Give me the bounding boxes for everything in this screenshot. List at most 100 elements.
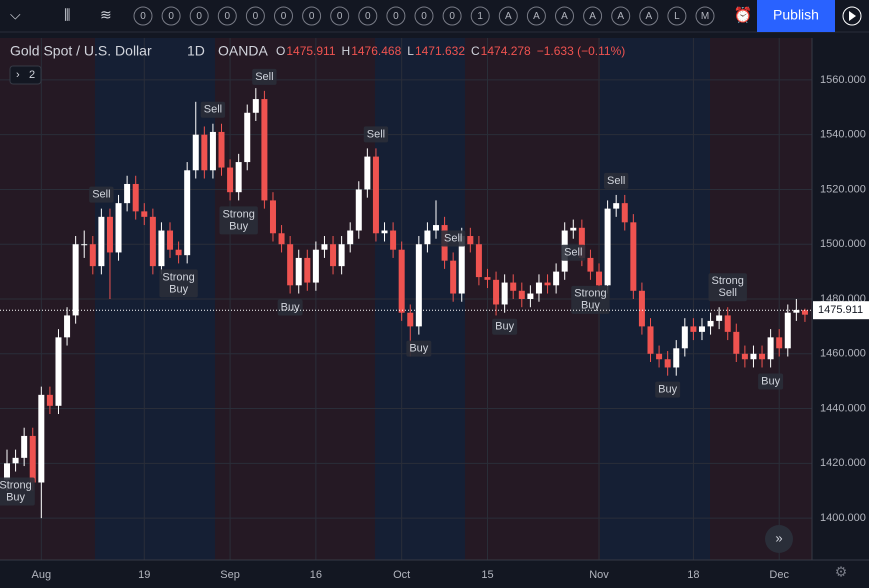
signal-text: Sell <box>204 104 222 116</box>
candle-body <box>613 203 620 209</box>
candle-body <box>475 244 482 278</box>
candle-body <box>278 233 285 245</box>
x-tick-label: 15 <box>481 569 493 581</box>
candle-body <box>398 249 405 313</box>
candle-body <box>467 236 474 245</box>
alert-icon[interactable]: ⏰ <box>734 5 753 24</box>
candle-body <box>578 227 585 258</box>
signal-box <box>363 126 389 143</box>
scroll-button[interactable] <box>765 525 793 553</box>
signal-box <box>561 244 586 261</box>
candle-body <box>347 230 354 245</box>
candle-body <box>158 230 165 267</box>
signal-label: Sell <box>561 244 586 261</box>
signal-box <box>252 68 277 85</box>
collapse-count: 2 <box>29 69 35 81</box>
candle-body <box>184 170 191 256</box>
candle-body <box>209 131 216 171</box>
legend-value: 1471.632 <box>415 44 465 58</box>
settings-icon[interactable]: ⚙ <box>835 564 848 580</box>
toolbar-circle <box>695 6 715 26</box>
toolbar-circle <box>414 6 434 26</box>
x-tick-label: Dec <box>769 569 789 581</box>
play-button[interactable] <box>842 6 862 26</box>
toolbar-button-label[interactable]: A <box>505 11 512 22</box>
toolbar-button-label[interactable]: L <box>674 11 680 22</box>
candle-body <box>527 293 534 299</box>
candle-body <box>741 353 748 360</box>
toolbar-circle <box>555 6 574 26</box>
toolbar-button-label[interactable]: 0 <box>225 11 231 22</box>
signal-label: Buy <box>655 381 681 398</box>
toolbar-button-label[interactable]: 0 <box>253 11 259 22</box>
toolbar-button-label[interactable]: A <box>561 11 568 22</box>
cursor-icon[interactable]: ⌵ <box>10 7 21 23</box>
signal-text: Buy <box>6 491 25 503</box>
toolbar-button-label[interactable]: 0 <box>393 11 399 22</box>
signal-label: Sell <box>440 230 466 247</box>
candle-body <box>647 326 654 354</box>
price-axis <box>812 38 869 560</box>
symbol-title: Gold Spot / U.S. Dollar <box>10 43 152 59</box>
toolbar-button-label[interactable]: 0 <box>449 11 455 22</box>
toolbar-button-label[interactable]: 0 <box>196 11 202 22</box>
toolbar <box>0 0 869 32</box>
signal-text: Sell <box>607 175 625 187</box>
toolbar-button-label[interactable]: A <box>533 11 540 22</box>
candle-body <box>295 257 302 286</box>
x-tick-label: Nov <box>589 569 609 581</box>
candle-body <box>46 394 53 406</box>
candle-body <box>604 208 611 286</box>
compare-icon[interactable]: ≋ <box>100 7 112 23</box>
toolbar-button-label[interactable]: A <box>645 11 652 22</box>
candle-body <box>124 183 131 204</box>
toolbar-button-label[interactable]: 0 <box>168 11 174 22</box>
signal-box <box>655 381 681 398</box>
candle-body <box>673 348 680 368</box>
candle-body <box>244 112 251 163</box>
candle-body <box>304 257 311 283</box>
signal-box <box>277 299 303 316</box>
toolbar-circle <box>133 6 153 26</box>
signal-box <box>758 373 784 390</box>
signal-text: Buy <box>409 343 428 355</box>
signal-text: Buy <box>229 220 248 232</box>
candle-body <box>381 230 388 234</box>
bars-icon[interactable]: ⫼ <box>64 7 70 23</box>
signal-text: Strong <box>0 479 32 491</box>
y-tick-label: 1500.000 <box>820 238 866 250</box>
legend-key: C <box>471 44 480 58</box>
toolbar-button-label[interactable]: M <box>701 11 709 22</box>
legend: Gold Spot / U.S. Dollar 1D OANDA O 1475.9… <box>10 43 625 59</box>
toolbar-button-label[interactable]: 1 <box>477 11 483 22</box>
toolbar-button-label[interactable]: 0 <box>421 11 427 22</box>
y-tick-label: 1520.000 <box>820 183 866 195</box>
toolbar-circle <box>442 6 462 26</box>
signal-label: Sell <box>363 126 389 143</box>
toolbar-button-label[interactable]: 0 <box>337 11 343 22</box>
candle-body <box>192 134 199 171</box>
toolbar-button-label[interactable]: A <box>617 11 624 22</box>
candle-body <box>321 244 328 250</box>
candle-body <box>501 282 508 305</box>
toolbar-button-label[interactable]: 0 <box>365 11 371 22</box>
candle-body <box>698 326 705 332</box>
candle-body <box>570 227 577 231</box>
collapse-arrow: › <box>16 69 20 81</box>
candle-body <box>167 230 174 250</box>
signal-box <box>200 101 226 118</box>
publish-button[interactable] <box>757 0 835 32</box>
collapse-button[interactable] <box>9 65 42 85</box>
candle-body <box>458 236 465 294</box>
toolbar-button-label[interactable]: 0 <box>309 11 315 22</box>
toolbar-button-label[interactable]: 0 <box>281 11 287 22</box>
toolbar-button-label[interactable]: 0 <box>140 11 146 22</box>
signal-box <box>571 285 610 314</box>
toolbar-button-label[interactable]: A <box>589 11 596 22</box>
publish-label[interactable]: Publish <box>773 7 819 23</box>
signal-label: Sell <box>252 68 277 85</box>
candle-body <box>4 463 10 480</box>
signal-box <box>89 186 114 203</box>
